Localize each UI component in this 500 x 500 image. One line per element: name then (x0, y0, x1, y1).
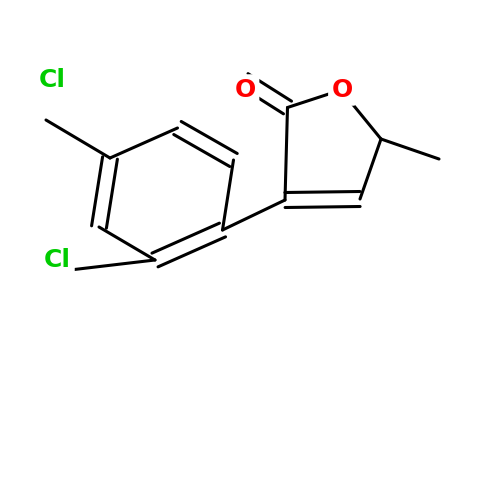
Text: O: O (234, 78, 256, 102)
Text: Cl: Cl (44, 248, 71, 272)
Text: Cl: Cl (39, 68, 66, 92)
Text: O: O (332, 78, 353, 102)
